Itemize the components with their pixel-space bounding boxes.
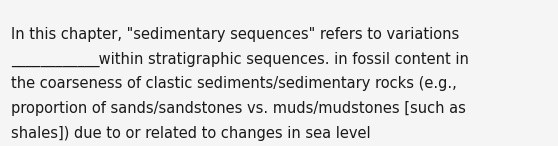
Text: the coarseness of clastic sediments/sedimentary rocks (e.g.,: the coarseness of clastic sediments/sedi… (11, 77, 456, 92)
Text: proportion of sands/sandstones vs. muds/mudstones [such as: proportion of sands/sandstones vs. muds/… (11, 101, 466, 116)
Text: In this chapter, "sedimentary sequences" refers to variations: In this chapter, "sedimentary sequences"… (11, 27, 459, 42)
Text: shales]) due to or related to changes in sea level: shales]) due to or related to changes in… (11, 126, 371, 141)
Text: within stratigraphic sequences. in fossil content in: within stratigraphic sequences. in fossi… (94, 52, 469, 67)
Text: ____________: ____________ (11, 52, 99, 67)
